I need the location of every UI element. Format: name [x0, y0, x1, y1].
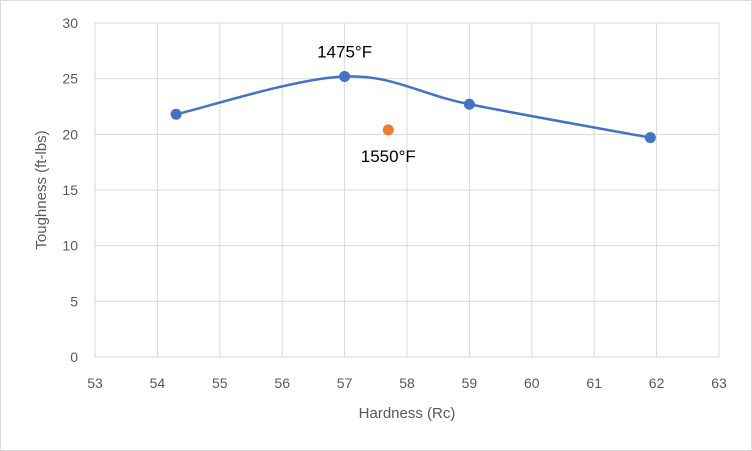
y-axis-title: Toughness (ft-lbs): [33, 130, 50, 249]
data-point: [339, 70, 351, 82]
x-tick-label: 53: [87, 375, 103, 391]
x-tick-label: 62: [649, 375, 665, 391]
series-line: [175, 75, 651, 139]
x-tick-labels: 53 54 55 56 57 58 59 60 61 62 63: [87, 375, 727, 391]
y-tick-label: 5: [70, 293, 78, 309]
y-tick-label: 10: [62, 238, 78, 254]
y-tick-label: 0: [70, 349, 78, 365]
x-tick-label: 63: [711, 375, 727, 391]
y-tick-labels: 0 5 10 15 20 25 30: [62, 15, 78, 365]
gridlines: [94, 22, 720, 358]
data-point: [170, 108, 182, 120]
x-axis-title: Hardness (Rc): [359, 405, 456, 422]
x-tick-label: 61: [586, 375, 602, 391]
annotations: 1475°F 1550°F: [317, 42, 416, 165]
data-point: [382, 124, 394, 136]
y-tick-label: 25: [62, 71, 78, 87]
annotation-label: 1475°F: [317, 42, 372, 61]
x-tick-label: 58: [399, 375, 415, 391]
x-tick-label: 59: [462, 375, 478, 391]
y-tick-label: 15: [62, 182, 78, 198]
x-tick-label: 60: [524, 375, 540, 391]
x-tick-label: 56: [274, 375, 290, 391]
y-tick-label: 20: [62, 126, 78, 142]
series-lines: [175, 75, 651, 139]
annotation-label: 1550°F: [361, 147, 416, 166]
data-point: [463, 98, 475, 110]
data-point: [644, 132, 656, 144]
series-points: [170, 70, 656, 144]
y-tick-label: 30: [62, 15, 78, 31]
x-tick-label: 55: [212, 375, 228, 391]
x-tick-label: 57: [337, 375, 353, 391]
x-tick-label: 54: [150, 375, 166, 391]
